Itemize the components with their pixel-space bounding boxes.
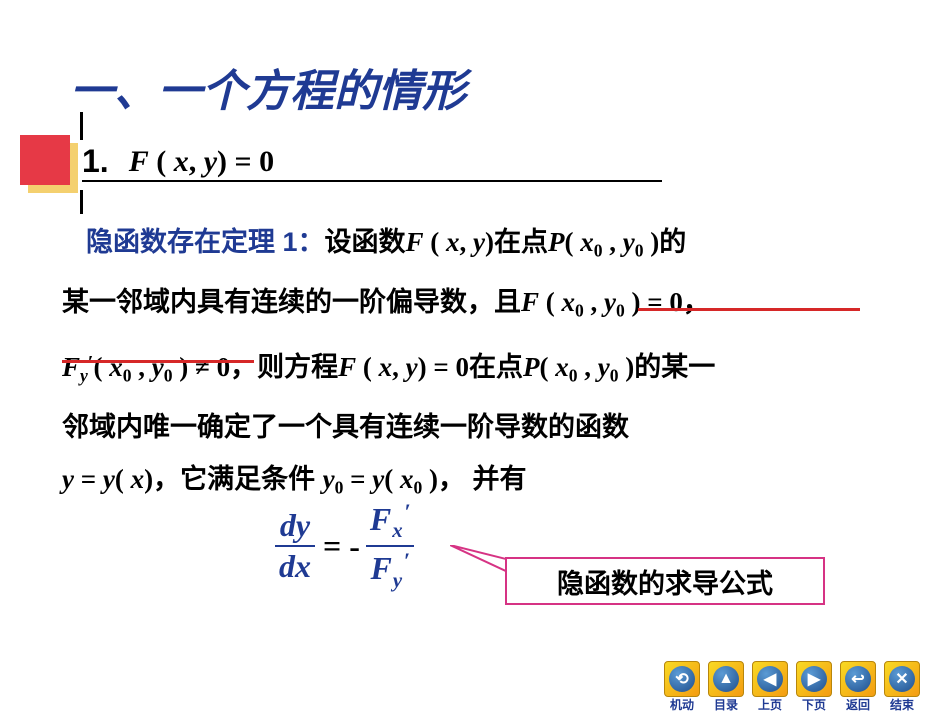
theorem-body: 隐函数存在定理 1：设函数F ( x, y)在点P( x0 , y0 )的 某一… xyxy=(62,216,902,513)
equals-sign: = xyxy=(323,528,341,565)
nav-label-anim: 机动 xyxy=(664,696,700,713)
back-icon: ↩ xyxy=(845,666,871,692)
subsection-underline xyxy=(82,180,662,182)
theorem-text-5b: ， 并有 xyxy=(438,464,527,494)
subsection-heading: 1. F ( x, y) = 0 xyxy=(82,143,274,180)
math-Pxy0: P( x0 , y0 ) xyxy=(548,227,659,257)
math-y0-yx0: y0 = y( x0 ) xyxy=(323,464,438,494)
nav-label-next: 下页 xyxy=(796,696,832,713)
end-icon: ✕ xyxy=(889,666,915,692)
lhs-denominator: dx xyxy=(275,545,315,584)
theorem-text-2: 某一邻域内具有连续的一阶偏导数，且 xyxy=(62,287,521,317)
prev-icon: ◀ xyxy=(757,666,783,692)
nav-bar: ⟲ ▲ ◀ ▶ ↩ ✕ xyxy=(664,661,920,697)
nav-label-back: 返回 xyxy=(840,696,876,713)
theorem-text-1c: 的 xyxy=(659,227,686,257)
theorem-text-5a: ，它满足条件 xyxy=(153,464,315,494)
formula-callout: 隐函数的求导公式 xyxy=(505,557,825,605)
nav-prev-button[interactable]: ◀ xyxy=(752,661,788,697)
callout-pointer xyxy=(450,545,510,575)
nav-toc-button[interactable]: ▲ xyxy=(708,661,744,697)
theorem-text-3a: 则方程 xyxy=(257,352,338,382)
comma-2: ， xyxy=(230,352,257,382)
next-icon: ▶ xyxy=(801,666,827,692)
formula-lhs: dy dx xyxy=(275,508,315,584)
comma-1: ， xyxy=(683,287,710,317)
math-y-yx: y = y( x) xyxy=(62,464,153,494)
theorem-text-3b: 在点 xyxy=(469,352,523,382)
nav-back-button[interactable]: ↩ xyxy=(840,661,876,697)
theorem-text-1b: 在点 xyxy=(494,227,548,257)
nav-labels: 机动 目录 上页 下页 返回 结束 xyxy=(664,696,920,713)
toc-icon: ▲ xyxy=(713,666,739,692)
formula-rhs: Fx′ Fy′ xyxy=(366,500,415,593)
math-Fxy0eq0: F ( x0 , y0 ) = 0 xyxy=(521,287,683,317)
math-Fyprime-ne0: Fy′( x0 , y0 ) ≠ 0 xyxy=(62,352,230,382)
decorative-tick-bottom xyxy=(80,190,83,214)
subsection-number: 1. xyxy=(82,143,109,180)
rhs-denominator: Fy′ xyxy=(366,545,414,592)
lhs-numerator: dy xyxy=(276,508,314,545)
theorem-text-3c: 的某一 xyxy=(634,352,715,382)
derivative-formula: dy dx = - Fx′ Fy′ xyxy=(275,500,415,593)
rhs-numerator: Fx′ xyxy=(366,500,415,545)
nav-label-prev: 上页 xyxy=(752,696,788,713)
minus-sign: - xyxy=(349,528,360,565)
nav-anim-button[interactable]: ⟲ xyxy=(664,661,700,697)
theorem-text-1a: 设函数 xyxy=(325,227,406,257)
nav-next-button[interactable]: ▶ xyxy=(796,661,832,697)
nav-end-button[interactable]: ✕ xyxy=(884,661,920,697)
subsection-equation: F ( x, y) = 0 xyxy=(129,145,274,179)
nav-label-toc: 目录 xyxy=(708,696,744,713)
emphasis-underline-2 xyxy=(62,360,254,363)
emphasis-underline-1 xyxy=(638,308,860,311)
math-Fxy-eq0: F ( x, y) = 0 xyxy=(338,352,469,382)
decorative-red-square xyxy=(20,135,70,185)
anim-icon: ⟲ xyxy=(669,666,695,692)
math-Pxy0-2: P( x0 , y0 ) xyxy=(523,352,634,382)
math-Fxy: F ( x, y) xyxy=(406,227,495,257)
section-title: 一、一个方程的情形 xyxy=(70,55,466,119)
nav-label-end: 结束 xyxy=(884,696,920,713)
theorem-lead: 隐函数存在定理 1： xyxy=(86,227,325,257)
theorem-text-4: 邻域内唯一确定了一个具有连续一阶导数的函数 xyxy=(62,412,629,442)
